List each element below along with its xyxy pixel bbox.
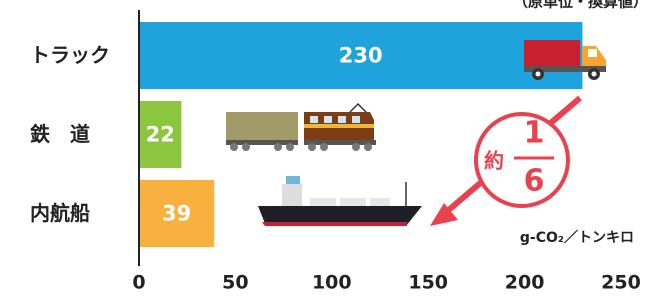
ratio-annotation: 約 1 6 [430,98,580,226]
x-tick-label: 200 [505,272,545,294]
x-tick-label: 50 [222,272,248,294]
train-icon [226,104,376,151]
unit-label: g-CO₂／トンキロ [520,230,634,246]
chart-subtitle: （原単位・換算値） [513,0,648,11]
annotation-numerator: 1 [524,116,545,151]
value-label: 39 [162,202,191,226]
y-tick-label: トラック [30,43,110,67]
x-tick-label: 100 [312,272,352,294]
y-tick-label: 鉄 道 [30,122,90,146]
value-label: 22 [146,123,175,147]
x-tick-label: 150 [408,272,448,294]
ship-icon [258,176,422,226]
annotation-prefix: 約 [484,149,504,173]
x-tick-label: 250 [601,272,641,294]
y-tick-label: 内航船 [30,201,90,225]
x-tick-label: 0 [132,272,145,294]
page: {"chart_data": {"type": "bar", "orientat… [0,0,656,296]
value-label: 230 [339,44,383,68]
chart: （原単位・換算値） 約 1 6 [0,0,656,296]
annotation-denominator: 6 [524,164,545,199]
